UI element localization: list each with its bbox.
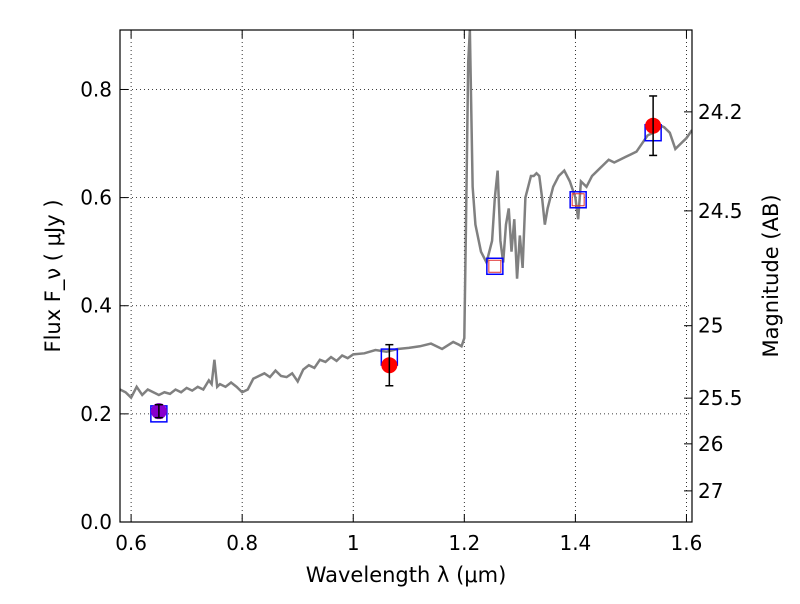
y2-tick-label: 27: [698, 479, 723, 503]
y-tick-label: 0.0: [80, 510, 112, 534]
plot-area: [120, 30, 692, 423]
y2-tick-label: 26: [698, 432, 723, 456]
y2-tick-label: 25: [698, 314, 723, 338]
x-tick-label: 0.8: [226, 531, 258, 555]
model-point-inner: [571, 193, 585, 207]
x-tick-label: 1.4: [559, 531, 591, 555]
x-axis-label: Wavelength λ (μm): [306, 563, 507, 587]
grid-lines: [120, 30, 692, 523]
model-point: [486, 257, 504, 276]
x-tick-label: 1.6: [671, 531, 703, 555]
plot-frame: [119, 29, 693, 523]
model-point-inner: [488, 259, 502, 273]
y2-tick-label: 25.5: [698, 386, 743, 410]
axes: 0.6 0.8 1 1.2 1.4 1.6 0.0 0.2 0.4 0.6 0.8 24.2 24.5 2…: [80, 30, 743, 555]
y2-axis-label: Magnitude (AB): [759, 194, 783, 357]
x-tick-label: 1: [347, 531, 360, 555]
model-point: [569, 191, 587, 209]
x-tick-label: 1.2: [448, 531, 480, 555]
y-tick-label: 0.2: [80, 402, 112, 426]
y-tick-label: 0.6: [80, 186, 112, 210]
spectrum-line: [120, 30, 692, 400]
x-tick-label: 0.6: [115, 531, 147, 555]
y-tick-label: 0.4: [80, 294, 112, 318]
y2-tick-label: 24.2: [698, 100, 743, 124]
y-tick-label: 0.8: [80, 77, 112, 101]
y2-tick-label: 24.5: [698, 199, 743, 223]
y-axis-label: Flux F_ν ( μJy ): [41, 199, 66, 352]
